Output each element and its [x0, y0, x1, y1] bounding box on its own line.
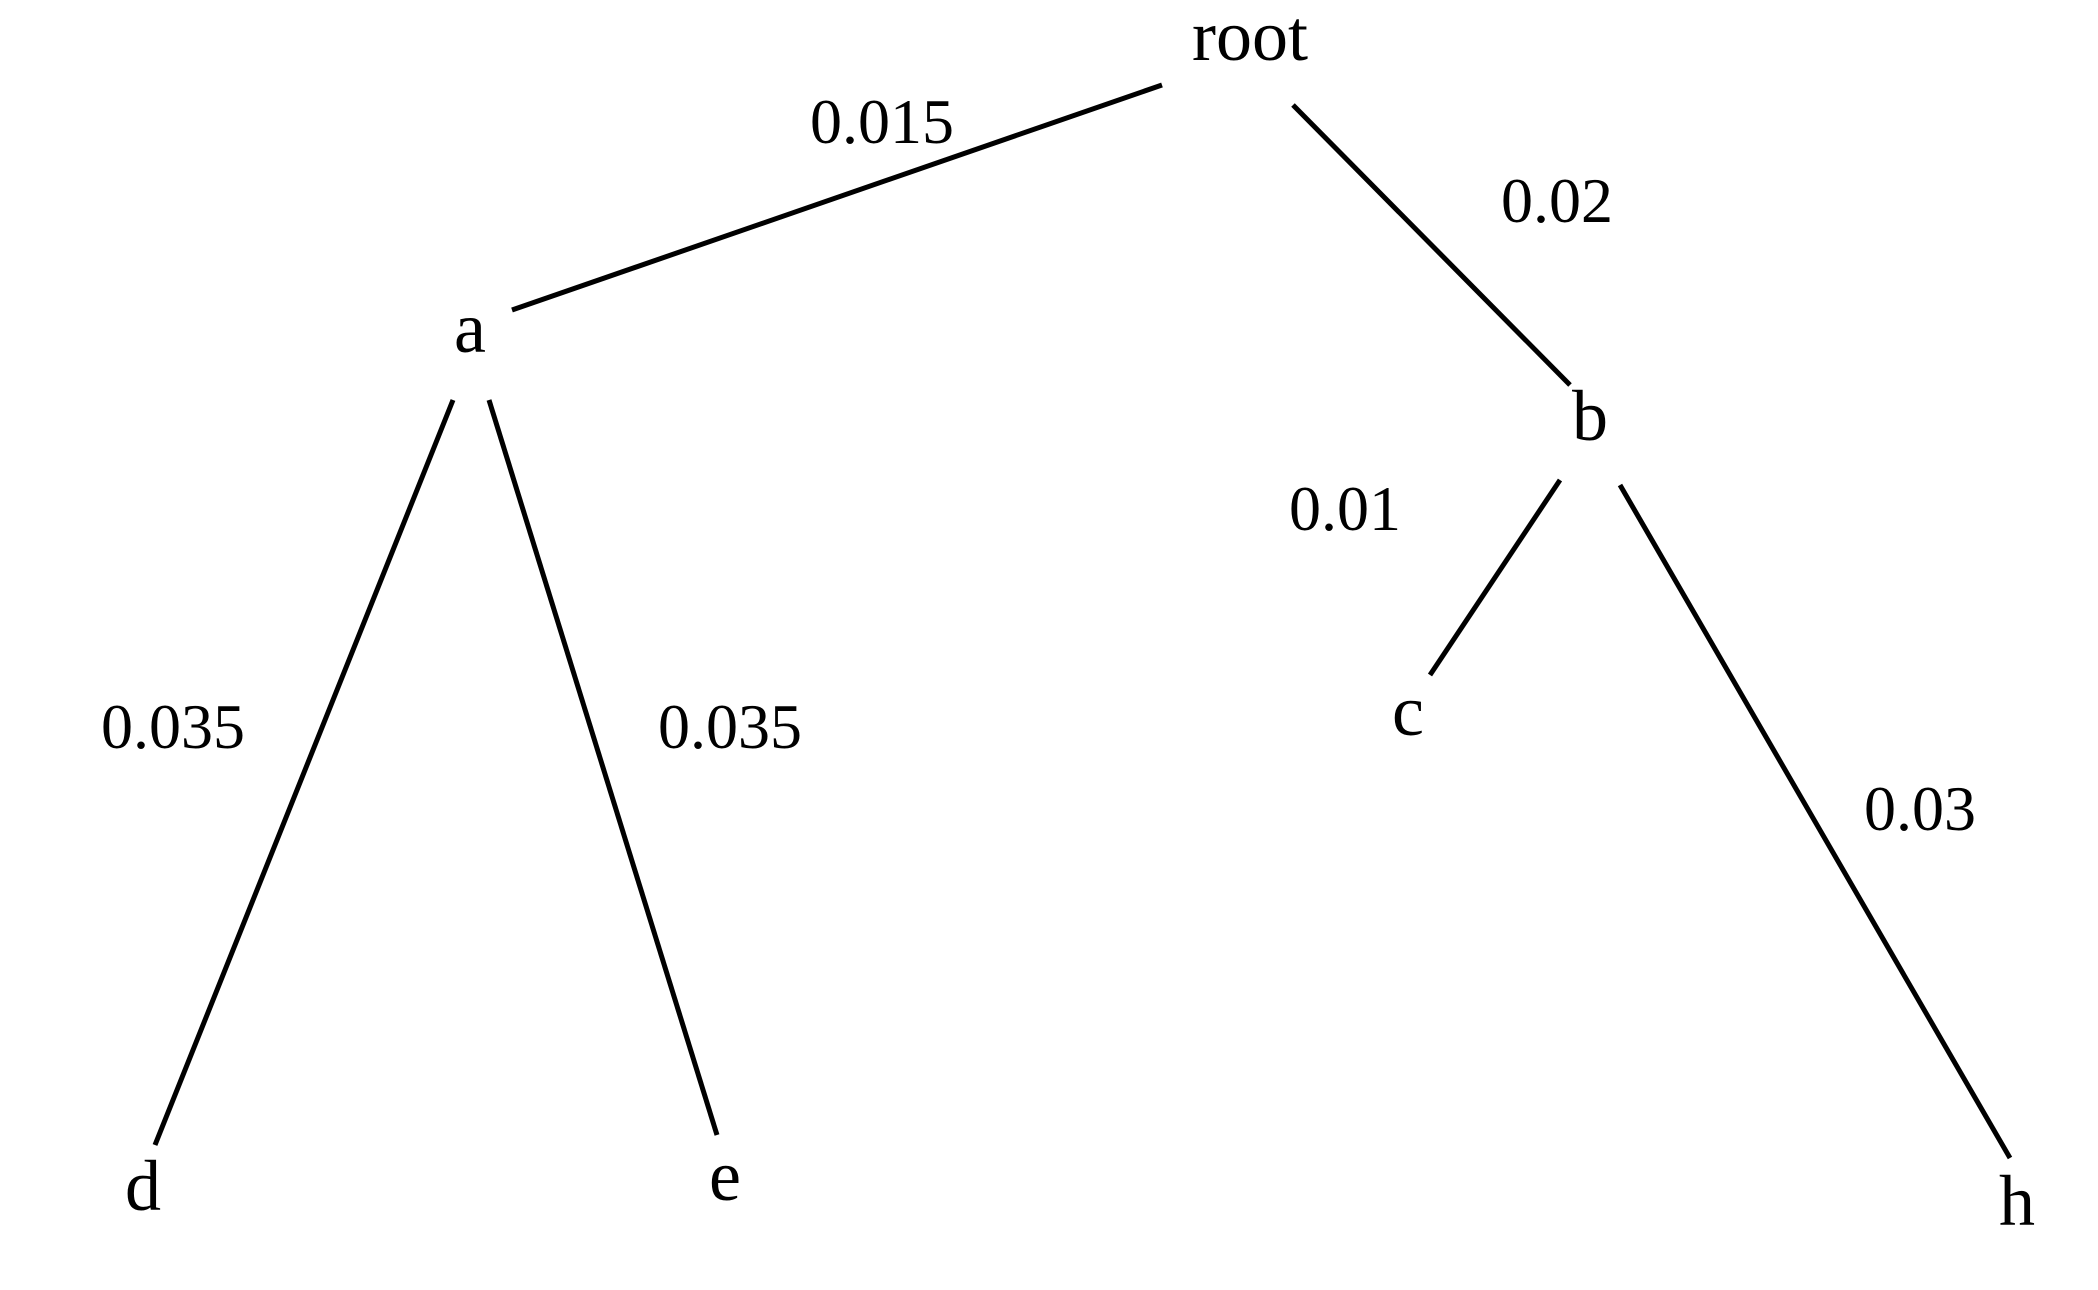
edge-label-b-c: 0.01 [1289, 473, 1401, 544]
tree-diagram: 0.015 0.02 0.035 0.035 0.01 0.03 root a b c d e h [0, 0, 2098, 1290]
edge-label-root-a: 0.015 [810, 86, 954, 157]
node-a: a [454, 288, 486, 368]
edge-b-c [1430, 480, 1560, 675]
edge-label-b-h: 0.03 [1864, 773, 1976, 844]
node-h: h [1999, 1161, 2035, 1241]
node-e: e [709, 1136, 741, 1216]
node-root: root [1192, 0, 1308, 76]
edge-label-a-d: 0.035 [101, 691, 245, 762]
edge-a-d [155, 400, 453, 1145]
node-b: b [1572, 376, 1608, 456]
edge-label-a-e: 0.035 [658, 691, 802, 762]
node-c: c [1392, 671, 1424, 751]
edge-root-b [1293, 105, 1570, 385]
node-d: d [125, 1146, 161, 1226]
edge-label-root-b: 0.02 [1501, 165, 1613, 236]
edge-a-e [489, 400, 717, 1135]
